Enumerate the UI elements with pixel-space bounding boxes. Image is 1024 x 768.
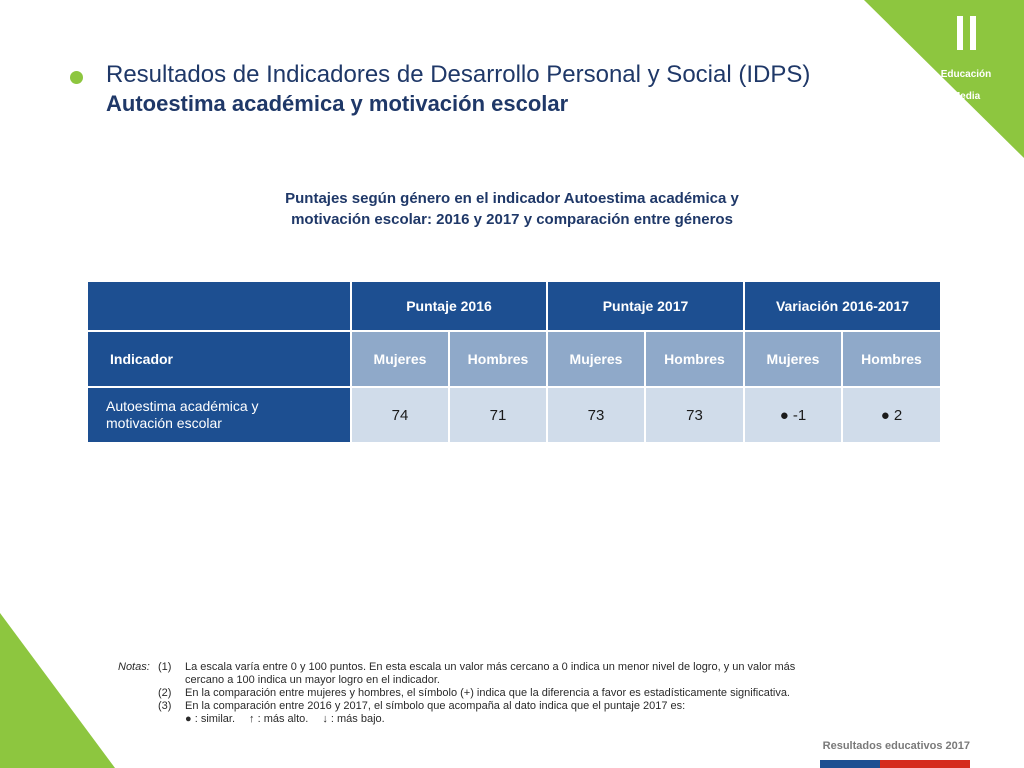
logo-line2: Media [951, 91, 981, 102]
legend-lower: ↓ : más bajo. [322, 713, 385, 725]
page-heading: Resultados de Indicadores de Desarrollo … [106, 60, 906, 118]
page-subtitle: Autoestima académica y motivación escola… [106, 91, 569, 116]
group-header-2016: Puntaje 2016 [352, 282, 546, 330]
group-header-variation: Variación 2016-2017 [745, 282, 940, 330]
note-item: Notas: (1) La escala varía entre 0 y 100… [118, 661, 796, 686]
value-mujeres-variation: ● -1 [745, 388, 841, 442]
table-corner-cell [88, 282, 350, 330]
value-mujeres-2017: 73 [548, 388, 644, 442]
table-notes: Notas: (1) La escala varía entre 0 y 100… [118, 661, 828, 726]
value-hombres-2016: 71 [450, 388, 546, 442]
note-legend: ● : similar. ↑ : más alto. ↓ : más bajo. [118, 713, 828, 726]
value-mujeres-2016: 74 [352, 388, 448, 442]
footer-flag-bar [820, 760, 970, 768]
table-title: Puntajes según género en el indicador Au… [285, 190, 739, 228]
footer-label: Resultados educativos 2017 [822, 740, 970, 752]
subheader-mujeres-2017: Mujeres [548, 332, 644, 386]
note-item: (3) En la comparación entre 2016 y 2017,… [158, 700, 686, 712]
subheader-hombres-variation: Hombres [843, 332, 940, 386]
legend-similar: ● : similar. [185, 713, 236, 725]
legend-higher: ↑ : más alto. [249, 713, 309, 725]
subheader-mujeres-variation: Mujeres [745, 332, 841, 386]
educacion-media-logo: Educación Media [926, 16, 1006, 113]
indicator-header: Indicador [88, 332, 350, 386]
value-hombres-2017: 73 [646, 388, 743, 442]
notes-label: Notas: [118, 661, 150, 673]
corner-decoration-bottom-left [0, 613, 115, 768]
subheader-hombres-2016: Hombres [450, 332, 546, 386]
value-hombres-variation: ● 2 [843, 388, 940, 442]
page-title: Resultados de Indicadores de Desarrollo … [106, 61, 811, 88]
logo-line1: Educación [940, 69, 992, 80]
logo-bars-icon [926, 16, 1006, 50]
note-item: (2) En la comparación entre mujeres y ho… [158, 687, 790, 699]
corner-decoration-top-right [864, 0, 1024, 158]
title-bullet-icon [70, 71, 83, 84]
table-row-indicator: Autoestima académica y motivación escola… [88, 388, 350, 442]
subheader-hombres-2017: Hombres [646, 332, 743, 386]
group-header-2017: Puntaje 2017 [548, 282, 743, 330]
scores-table: Puntaje 2016 Puntaje 2017 Variación 2016… [88, 282, 940, 442]
subheader-mujeres-2016: Mujeres [352, 332, 448, 386]
